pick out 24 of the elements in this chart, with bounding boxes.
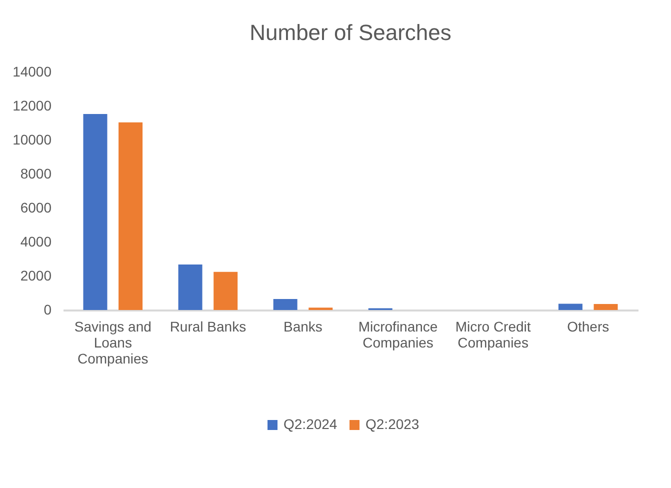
y-tick-label: 14000 bbox=[12, 64, 52, 80]
y-tick-label: 2000 bbox=[20, 268, 52, 284]
x-tick-label: Microfinance Companies bbox=[358, 318, 438, 350]
x-tick-label: Banks bbox=[284, 318, 322, 334]
legend-label: Q2:2023 bbox=[366, 416, 420, 432]
y-tick-label: 4000 bbox=[20, 234, 52, 250]
x-tick-label: Savings and Loans Companies bbox=[74, 318, 152, 366]
legend-label: Q2:2024 bbox=[284, 416, 338, 432]
x-tick-label: Others bbox=[567, 318, 610, 334]
bar bbox=[118, 122, 143, 310]
chart-title: Number of Searches bbox=[250, 20, 452, 45]
y-tick-label: 6000 bbox=[20, 200, 52, 216]
bar bbox=[273, 298, 298, 310]
y-tick-label: 8000 bbox=[20, 166, 52, 182]
y-tick-label: 0 bbox=[44, 302, 52, 318]
y-tick-label: 12000 bbox=[12, 98, 52, 114]
x-tick-label: Micro Credit Companies bbox=[455, 318, 531, 350]
bar bbox=[83, 114, 108, 310]
x-tick-label: Rural Banks bbox=[170, 318, 246, 334]
bar bbox=[214, 272, 238, 310]
bar bbox=[558, 304, 582, 310]
bar bbox=[178, 264, 202, 310]
y-tick-label: 10000 bbox=[12, 132, 52, 148]
bar bbox=[594, 304, 618, 310]
